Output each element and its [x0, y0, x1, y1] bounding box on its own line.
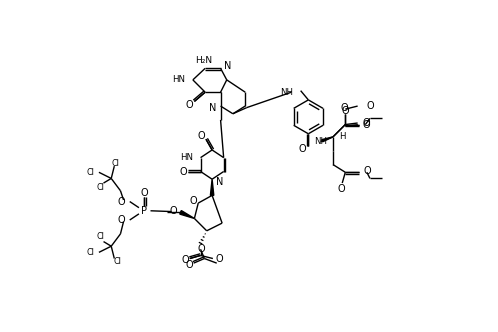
Text: O: O — [341, 103, 349, 113]
Text: O: O — [140, 188, 148, 198]
Text: O: O — [298, 144, 306, 154]
Text: Cl: Cl — [114, 257, 122, 266]
Text: N: N — [216, 177, 223, 187]
Text: Cl: Cl — [112, 159, 120, 168]
Text: NH: NH — [315, 137, 328, 146]
Text: H₂N: H₂N — [195, 56, 212, 65]
Text: O: O — [367, 101, 374, 111]
Text: H: H — [339, 132, 346, 141]
Text: Cl: Cl — [87, 248, 94, 257]
Text: N: N — [224, 61, 231, 71]
Text: O: O — [362, 120, 370, 129]
Text: Cl: Cl — [97, 183, 105, 192]
Polygon shape — [322, 137, 333, 142]
Text: O: O — [364, 166, 372, 176]
Text: O: O — [185, 100, 193, 110]
Text: O: O — [338, 184, 345, 194]
Text: HN: HN — [172, 75, 185, 84]
Text: O: O — [189, 196, 197, 206]
Text: O: O — [181, 255, 189, 265]
Text: O: O — [362, 118, 370, 128]
Text: O: O — [198, 131, 205, 141]
Text: O: O — [342, 106, 349, 116]
Text: O: O — [215, 254, 223, 264]
Text: O: O — [198, 243, 205, 254]
Text: O: O — [185, 260, 193, 270]
Polygon shape — [180, 210, 194, 218]
Text: O: O — [118, 197, 125, 207]
Text: N: N — [209, 103, 217, 113]
Text: Cl: Cl — [87, 168, 94, 177]
Text: Cl: Cl — [97, 232, 105, 241]
Text: P: P — [141, 206, 147, 216]
Text: HN: HN — [180, 153, 193, 162]
Text: O: O — [118, 215, 125, 225]
Text: O: O — [180, 167, 187, 177]
Text: NH: NH — [280, 88, 293, 97]
Polygon shape — [211, 179, 214, 195]
Text: O: O — [170, 206, 177, 216]
